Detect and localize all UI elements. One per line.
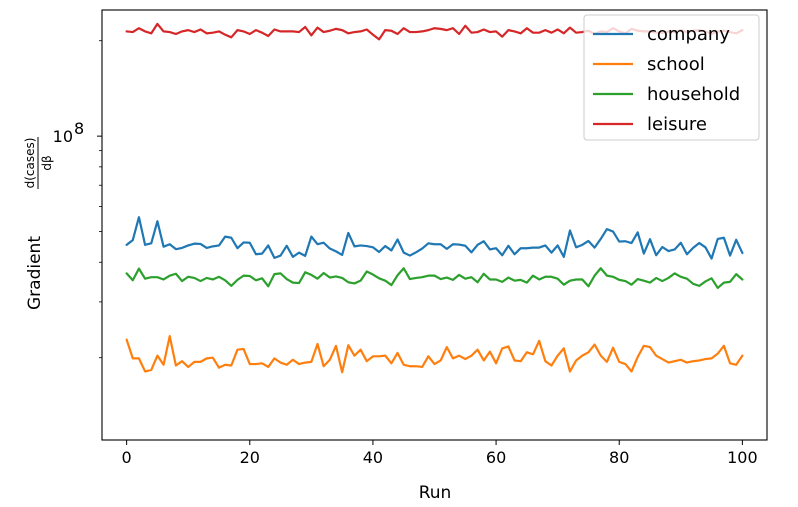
x-axis-title: Run xyxy=(419,483,452,503)
series-layer xyxy=(125,22,744,374)
x-tick-label: 100 xyxy=(727,448,758,467)
x-tick-label: 0 xyxy=(122,448,132,467)
y-axis-title-prefix: Gradient xyxy=(25,236,45,310)
legend-label-leisure: leisure xyxy=(647,114,707,135)
series-line-school xyxy=(125,334,744,374)
legend-label-household: household xyxy=(647,84,740,105)
y-axis-title: Gradient d(cases) dβ xyxy=(23,137,54,310)
x-tick-label: 60 xyxy=(486,448,506,467)
plot-area-frame xyxy=(101,9,768,441)
x-tick-label: 80 xyxy=(609,448,629,467)
y-tick-label-exponent: 8 xyxy=(74,119,84,138)
legend-frame xyxy=(583,14,760,141)
y-axis-title-numerator: d(cases) xyxy=(23,138,37,189)
x-tick-label: 40 xyxy=(363,448,383,467)
y-axis-title-denominator: dβ xyxy=(40,155,54,170)
tick-layer: 0 20 40 60 80 100 10 8 xyxy=(53,40,758,467)
legend-label-company: company xyxy=(647,24,730,45)
legend: company school household leisure xyxy=(583,14,760,141)
y-tick-label: 10 xyxy=(53,127,73,146)
series-line-company xyxy=(125,216,744,260)
legend-label-school: school xyxy=(647,54,705,75)
x-tick-label: 20 xyxy=(240,448,260,467)
series-line-household xyxy=(125,267,744,290)
